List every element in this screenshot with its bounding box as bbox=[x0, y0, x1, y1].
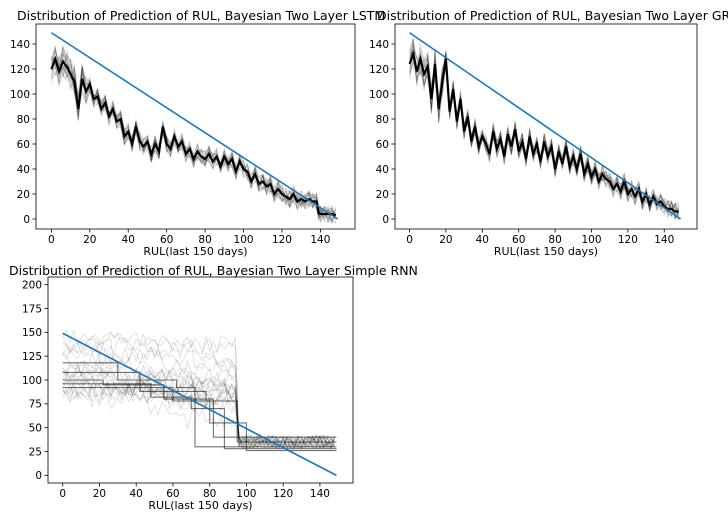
x-tick-label: 40 bbox=[130, 488, 143, 500]
true-rul-line bbox=[62, 332, 337, 477]
mc-sample-line bbox=[62, 372, 335, 450]
mc-sample-line bbox=[62, 367, 335, 449]
y-tick-label: 80 bbox=[17, 114, 30, 126]
y-tick-label: 125 bbox=[22, 351, 42, 363]
x-tick-label: 0 bbox=[59, 488, 66, 500]
y-tick-label: 100 bbox=[22, 375, 42, 387]
x-tick-label: 120 bbox=[272, 234, 292, 246]
x-tick-label: 20 bbox=[93, 488, 106, 500]
x-tick-label: 20 bbox=[439, 234, 452, 246]
y-tick-label: 40 bbox=[17, 164, 30, 176]
y-tick-label: 175 bbox=[22, 303, 42, 315]
x-tick-label: 120 bbox=[273, 488, 293, 500]
y-tick-label: 120 bbox=[10, 64, 30, 76]
axes-frame bbox=[394, 23, 698, 230]
mc-sample-line bbox=[62, 338, 335, 450]
x-tick-label: 40 bbox=[476, 234, 489, 246]
mc-sample-line bbox=[62, 332, 335, 450]
true-rul-line bbox=[409, 32, 682, 220]
axes-frame bbox=[35, 23, 356, 230]
x-tick-label: 140 bbox=[310, 234, 330, 246]
y-tick-label: 0 bbox=[35, 470, 42, 482]
x-tick-label: 140 bbox=[310, 488, 330, 500]
plot-area bbox=[50, 32, 339, 224]
x-tick-label: 120 bbox=[618, 234, 638, 246]
mc-sample-line bbox=[62, 341, 335, 448]
x-axis-label: RUL(last 150 days) bbox=[494, 245, 598, 258]
y-tick-label: 40 bbox=[376, 164, 389, 176]
mc-step-line bbox=[62, 371, 337, 443]
y-tick-label: 75 bbox=[29, 399, 42, 411]
panel-title: Distribution of Prediction of RUL, Bayes… bbox=[9, 263, 418, 278]
y-tick-label: 20 bbox=[376, 189, 389, 201]
x-tick-label: 60 bbox=[166, 488, 179, 500]
y-tick-label: 140 bbox=[369, 39, 389, 51]
y-tick-label: 25 bbox=[29, 446, 42, 458]
mc-step-line bbox=[62, 362, 337, 448]
mc-step-line bbox=[62, 383, 337, 450]
mc-sample-line bbox=[62, 384, 335, 450]
x-tick-label: 40 bbox=[122, 234, 135, 246]
y-tick-label: 200 bbox=[22, 279, 42, 291]
mc-sample-line bbox=[51, 57, 336, 223]
x-tick-label: 0 bbox=[406, 234, 413, 246]
mc-step-line bbox=[62, 379, 337, 438]
y-tick-label: 100 bbox=[10, 89, 30, 101]
x-tick-label: 0 bbox=[48, 234, 55, 246]
panel-title: Distribution of Prediction of RUL, Bayes… bbox=[17, 8, 385, 23]
y-tick-label: 80 bbox=[376, 114, 389, 126]
predicted-mean-line bbox=[50, 55, 337, 217]
y-tick-label: 120 bbox=[369, 64, 389, 76]
x-tick-label: 100 bbox=[234, 234, 254, 246]
predicted-mean-line bbox=[408, 49, 679, 213]
x-axis-label: RUL(last 150 days) bbox=[148, 499, 252, 512]
x-tick-label: 140 bbox=[654, 234, 674, 246]
y-tick-label: 100 bbox=[369, 89, 389, 101]
plot-area bbox=[62, 328, 337, 477]
mc-sample-line bbox=[62, 359, 335, 450]
y-tick-label: 0 bbox=[23, 214, 30, 226]
x-tick-label: 80 bbox=[198, 234, 211, 246]
mc-sample-line bbox=[62, 379, 335, 450]
plot-area bbox=[408, 32, 682, 221]
x-tick-label: 80 bbox=[548, 234, 561, 246]
y-tick-label: 50 bbox=[29, 422, 42, 434]
x-tick-label: 60 bbox=[160, 234, 173, 246]
panel-title: Distribution of Prediction of RUL, Bayes… bbox=[377, 8, 728, 23]
mc-sample-line bbox=[51, 53, 337, 224]
mc-sample-line bbox=[62, 377, 335, 449]
y-tick-label: 0 bbox=[382, 214, 389, 226]
x-tick-label: 80 bbox=[203, 488, 216, 500]
mc-sample-line bbox=[62, 328, 335, 450]
mc-sample-line bbox=[62, 380, 335, 450]
y-tick-label: 150 bbox=[22, 327, 42, 339]
x-axis-label: RUL(last 150 days) bbox=[143, 245, 247, 258]
x-tick-label: 20 bbox=[83, 234, 96, 246]
x-tick-label: 100 bbox=[581, 234, 601, 246]
lstm-panel: Distribution of Prediction of RUL, Bayes… bbox=[10, 8, 385, 258]
y-tick-label: 60 bbox=[376, 139, 389, 151]
mc-sample-line bbox=[62, 366, 335, 449]
mc-sample-line bbox=[62, 359, 335, 450]
mc-sample-line bbox=[62, 373, 335, 450]
simple-rnn-panel: Distribution of Prediction of RUL, Bayes… bbox=[9, 263, 418, 512]
gru-panel: Distribution of Prediction of RUL, Bayes… bbox=[369, 8, 728, 258]
y-tick-label: 20 bbox=[17, 189, 30, 201]
true-rul-line bbox=[50, 32, 339, 220]
y-tick-label: 60 bbox=[17, 139, 30, 151]
x-tick-label: 60 bbox=[512, 234, 525, 246]
mc-sample-line bbox=[62, 345, 335, 450]
x-tick-label: 100 bbox=[236, 488, 256, 500]
y-tick-label: 140 bbox=[10, 39, 30, 51]
mc-sample-line bbox=[51, 49, 337, 221]
